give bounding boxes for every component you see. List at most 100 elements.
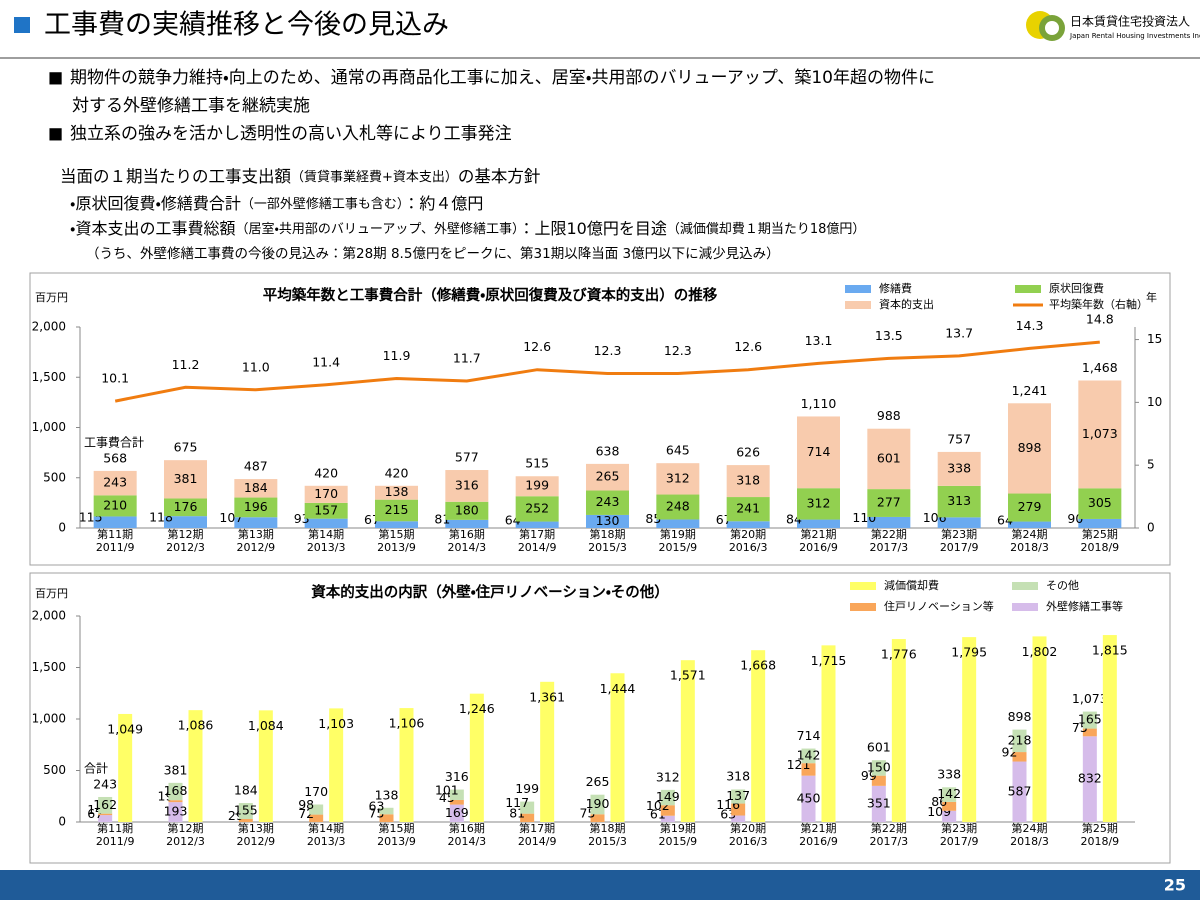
- line-label: 12.3: [664, 343, 692, 358]
- y2-tick-label: 10: [1147, 395, 1162, 409]
- bar-label: 1,571: [670, 668, 706, 683]
- segment-label: 587: [1008, 783, 1032, 798]
- total-label: 515: [525, 456, 549, 471]
- bar: [1032, 636, 1047, 822]
- bar-segment: [1008, 403, 1051, 494]
- bar-segment: [942, 810, 957, 822]
- bar-segment: [445, 470, 489, 502]
- bar-segment: [515, 521, 559, 528]
- segment-label: 170: [314, 486, 338, 501]
- bar-segment: [801, 748, 816, 764]
- policy-text: （減価償却費１期当たり18億円）: [667, 221, 866, 237]
- total-annotation: 工事費合計: [84, 434, 144, 449]
- total-label: 318: [726, 769, 750, 784]
- x-tick-label: 第17期 2014/9: [518, 821, 557, 848]
- policy-line: （うち、外壁修繕工事費の今後の見込み：第28期 8.5億円をピークに、第31期以…: [86, 245, 780, 262]
- bar-segment: [168, 800, 183, 803]
- bar-segment: [871, 785, 886, 822]
- y-tick-label: 2,000: [32, 609, 66, 623]
- total-label: 1,241: [1012, 383, 1048, 398]
- bar-segment: [1082, 711, 1097, 729]
- bar-segment: [867, 489, 911, 517]
- bar-segment: [93, 495, 137, 517]
- bar-segment: [98, 815, 113, 822]
- segment-label: 312: [666, 470, 690, 485]
- x-tick-label: 第21期 2016/9: [799, 527, 838, 554]
- bar-segment: [375, 485, 418, 500]
- x-tick-label: 第16期 2014/3: [447, 527, 486, 554]
- segment-label: 279: [1018, 499, 1042, 514]
- line-label: 14.8: [1086, 312, 1114, 327]
- segment-label: 241: [736, 501, 760, 516]
- bullet-text: 独立系の強みを活かし透明性の高い入札等により工事発注: [70, 124, 512, 144]
- bar-segment: [1078, 518, 1122, 528]
- x-tick-label: 第14期 2013/3: [307, 821, 346, 848]
- segment-label: 193: [164, 804, 188, 819]
- total-label: 1,110: [801, 396, 837, 411]
- segment-label: 155: [234, 803, 258, 818]
- segment-label: 832: [1078, 771, 1102, 786]
- segment-label: 168: [164, 783, 188, 798]
- bar-segment: [1078, 380, 1122, 489]
- bar-segment: [1008, 493, 1051, 522]
- bar-label: 1,668: [740, 658, 776, 673]
- x-tick-label: 第22期 2017/3: [869, 527, 908, 554]
- policy-text: ・資本支出の工事費総額: [70, 219, 235, 238]
- bar-segment: [515, 496, 559, 522]
- bar-segment: [304, 485, 348, 503]
- bar-label: 1,086: [178, 718, 214, 733]
- segment-label: 248: [666, 498, 690, 513]
- segment-label: 318: [736, 473, 760, 488]
- x-tick-label: 第22期 2017/3: [869, 821, 908, 848]
- bar-segment: [590, 794, 605, 815]
- bar-segment: [234, 517, 278, 528]
- policy-heading: 当面の１期当たりの工事支出額（賃貸事業経費+資本支出）の基本方針: [60, 167, 540, 186]
- segment-label: 312: [807, 495, 831, 510]
- total-label: 420: [385, 465, 409, 480]
- x-tick-label: 第16期 2014/3: [447, 821, 486, 848]
- x-tick-label: 第15期 2013/9: [377, 527, 416, 554]
- total-label: 626: [736, 445, 760, 460]
- legend-swatch: [850, 582, 876, 590]
- policy-text: ・原状回復費・修繕費合計: [70, 194, 241, 213]
- total-annotation: 合計: [84, 760, 108, 775]
- segment-label: 149: [656, 789, 680, 804]
- bar-segment: [801, 775, 816, 822]
- segment-label: 714: [807, 444, 831, 459]
- bar: [680, 660, 695, 822]
- total-label: 420: [314, 465, 338, 480]
- bullet-text: 期物件の競争力維持・向上のため、通常の再商品化工事に加え、居室・共用部のバリュー…: [70, 68, 935, 88]
- total-label: 675: [174, 440, 198, 455]
- bar-segment: [375, 499, 418, 522]
- bar-label: 1,361: [529, 689, 565, 704]
- segment-label: 180: [455, 502, 479, 517]
- bar-segment: [731, 815, 746, 822]
- chart-title: 平均築年数と工事費合計（修繕費・原状回復費及び資本的支出）の推移: [263, 286, 718, 304]
- page-number: 25: [1164, 876, 1186, 895]
- total-label: 577: [455, 450, 479, 465]
- bar-label: 1,815: [1092, 643, 1128, 658]
- legend-swatch: [1012, 603, 1038, 611]
- line-label: 11.2: [172, 357, 200, 372]
- total-label: 199: [515, 781, 539, 796]
- bar-segment: [449, 799, 464, 805]
- bar-segment: [520, 813, 535, 822]
- total-label: 757: [947, 431, 971, 446]
- segment-label: 138: [385, 484, 409, 499]
- bar-segment: [586, 490, 629, 515]
- bar: [118, 713, 133, 822]
- policy-text: ：上限10億円を目途: [518, 219, 666, 238]
- segment-label: 176: [174, 499, 198, 514]
- bar-segment: [656, 519, 700, 528]
- segment-label: 898: [1018, 440, 1042, 455]
- segment-label: 243: [596, 494, 620, 509]
- bar-segment: [726, 465, 770, 498]
- bar-segment: [937, 517, 981, 528]
- segment-label: 450: [797, 790, 821, 805]
- bar-segment: [1082, 736, 1097, 822]
- total-label: 1,073: [1072, 691, 1108, 706]
- x-tick-label: 第25期 2018/9: [1080, 821, 1119, 848]
- total-label: 138: [375, 787, 399, 802]
- bar-label: 1,084: [248, 718, 284, 733]
